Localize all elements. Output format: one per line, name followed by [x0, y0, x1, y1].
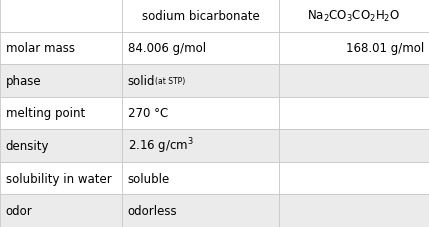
Text: odor: odor [6, 204, 32, 217]
Text: molar mass: molar mass [6, 42, 75, 55]
Bar [122, 195, 279, 227]
Bar [279, 65, 429, 97]
Text: odorless: odorless [128, 204, 178, 217]
Bar [0, 195, 122, 227]
Bar [0, 32, 122, 65]
Bar [279, 32, 429, 65]
Bar [122, 97, 279, 130]
Text: phase: phase [6, 75, 41, 88]
Bar [122, 130, 279, 162]
Text: (at STP): (at STP) [155, 76, 185, 86]
Bar [279, 195, 429, 227]
Bar [0, 97, 122, 130]
Bar [122, 162, 279, 195]
Text: 270 °C: 270 °C [128, 107, 168, 120]
Text: 2.16 g/cm$^3$: 2.16 g/cm$^3$ [128, 136, 194, 156]
Text: solubility in water: solubility in water [6, 172, 112, 185]
Text: 84.006 g/mol: 84.006 g/mol [128, 42, 206, 55]
Bar [122, 65, 279, 97]
Bar [279, 130, 429, 162]
Bar [0, 65, 122, 97]
Bar [122, 32, 279, 65]
Bar [0, 162, 122, 195]
Text: soluble: soluble [128, 172, 170, 185]
Text: solid: solid [128, 75, 155, 88]
Text: 168.01 g/mol: 168.01 g/mol [347, 42, 425, 55]
Text: density: density [6, 139, 49, 152]
Text: sodium bicarbonate: sodium bicarbonate [142, 10, 260, 23]
Bar [0, 0, 122, 32]
Bar [279, 97, 429, 130]
Text: Na$_2$CO$_3$CO$_2$H$_2$O: Na$_2$CO$_3$CO$_2$H$_2$O [307, 9, 401, 24]
Bar [122, 0, 279, 32]
Bar [279, 0, 429, 32]
Text: melting point: melting point [6, 107, 85, 120]
Bar [0, 130, 122, 162]
Bar [279, 162, 429, 195]
